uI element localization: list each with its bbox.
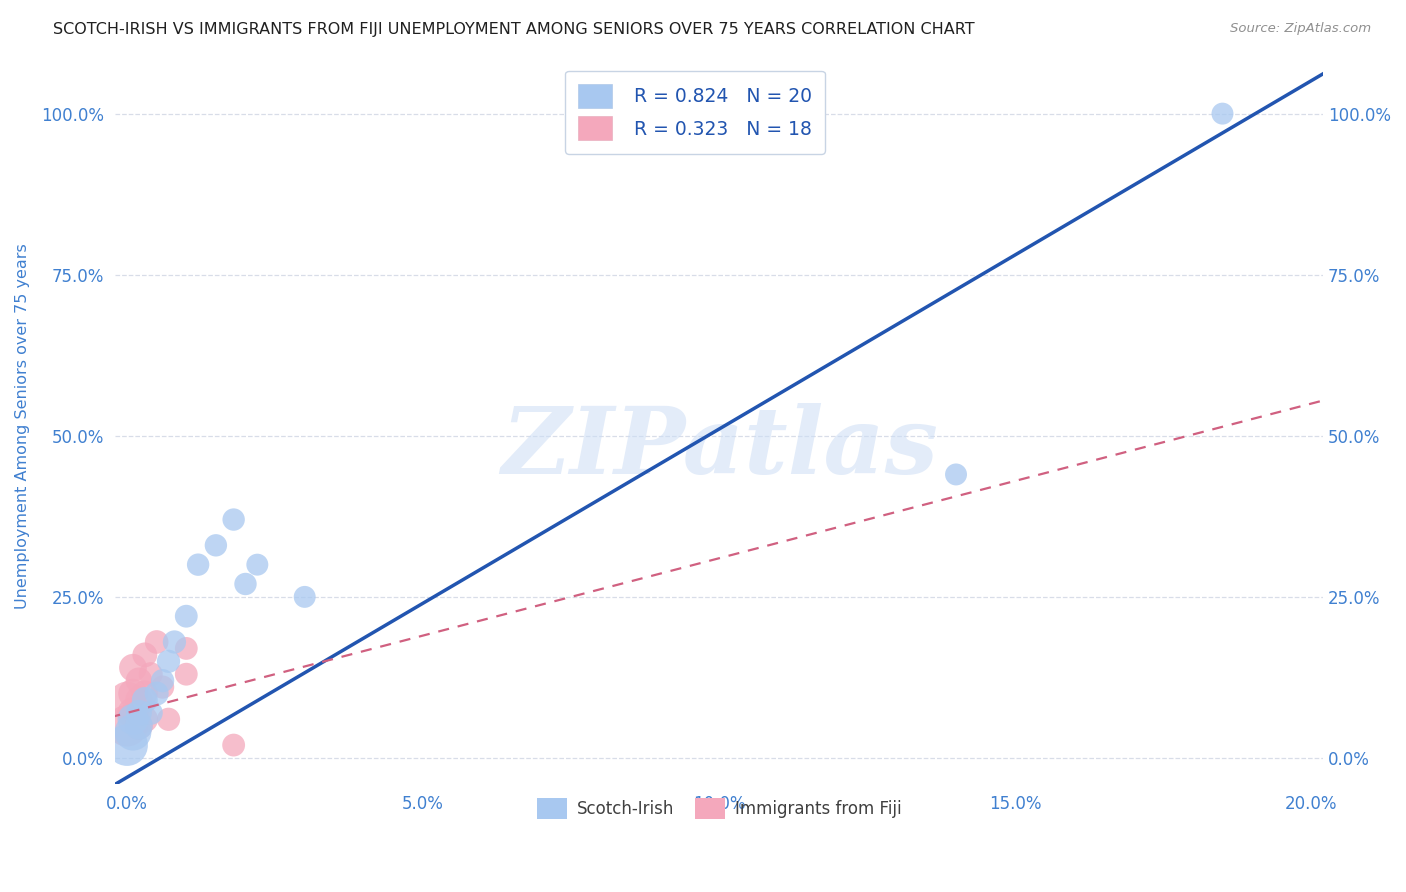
Point — [157, 712, 180, 726]
Point — [187, 558, 209, 572]
Text: Source: ZipAtlas.com: Source: ZipAtlas.com — [1230, 22, 1371, 36]
Point — [152, 673, 174, 688]
Y-axis label: Unemployment Among Seniors over 75 years: Unemployment Among Seniors over 75 years — [15, 244, 30, 609]
Point — [134, 686, 156, 700]
Point — [1211, 106, 1233, 120]
Point — [128, 673, 150, 688]
Text: ZIPatlas: ZIPatlas — [501, 402, 938, 492]
Point — [222, 512, 245, 526]
Legend: Scotch-Irish, Immigrants from Fiji: Scotch-Irish, Immigrants from Fiji — [530, 792, 908, 825]
Point — [122, 686, 145, 700]
Point — [294, 590, 316, 604]
Point — [115, 719, 138, 733]
Point — [235, 577, 257, 591]
Point — [134, 648, 156, 662]
Point — [174, 641, 197, 656]
Point — [945, 467, 967, 482]
Point — [128, 719, 150, 733]
Point — [174, 609, 197, 624]
Point — [157, 654, 180, 668]
Point — [205, 538, 228, 552]
Point — [139, 667, 162, 681]
Point — [128, 719, 150, 733]
Point — [122, 706, 145, 720]
Point — [246, 558, 269, 572]
Point — [145, 686, 167, 700]
Point — [122, 661, 145, 675]
Point — [222, 738, 245, 752]
Point — [139, 706, 162, 720]
Point — [128, 693, 150, 707]
Point — [122, 712, 145, 726]
Point — [152, 680, 174, 694]
Point — [134, 712, 156, 726]
Point — [128, 706, 150, 720]
Point — [115, 738, 138, 752]
Text: SCOTCH-IRISH VS IMMIGRANTS FROM FIJI UNEMPLOYMENT AMONG SENIORS OVER 75 YEARS CO: SCOTCH-IRISH VS IMMIGRANTS FROM FIJI UNE… — [53, 22, 974, 37]
Point — [122, 725, 145, 739]
Point — [115, 693, 138, 707]
Point — [174, 667, 197, 681]
Point — [145, 635, 167, 649]
Point — [134, 693, 156, 707]
Point — [163, 635, 186, 649]
